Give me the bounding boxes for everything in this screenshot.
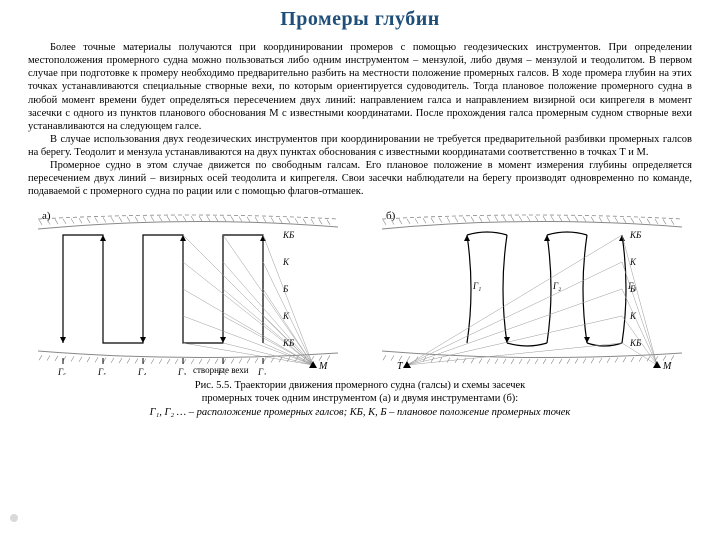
svg-text:б): б) <box>386 210 396 222</box>
paragraph-3: Промерное судно в этом случае движется п… <box>28 159 692 198</box>
caption-line-3: Г₁, Г₂ … – расположение промерных галсов… <box>28 406 692 420</box>
page-indicator-dot <box>10 514 18 522</box>
svg-text:К: К <box>282 311 290 321</box>
svg-text:Г₁: Г₁ <box>472 281 481 291</box>
svg-text:К: К <box>629 257 637 267</box>
caption-line-1: Рис. 5.5. Траектории движения промерного… <box>28 379 692 393</box>
svg-text:створные вехи: створные вехи <box>193 365 249 375</box>
body-text: Более точные материалы получаются при ко… <box>28 41 692 199</box>
paragraph-1: Более точные материалы получаются при ко… <box>28 41 692 133</box>
svg-text:Г₁: Г₁ <box>257 367 266 375</box>
caption-line-2: промерных точек одним инструментом (а) и… <box>28 392 692 406</box>
svg-text:Г₅: Г₅ <box>97 367 106 375</box>
paragraph-2: В случае использования двух геодезически… <box>28 133 692 159</box>
figure-block: а)КБКБККБГ₆Г₅Г₄Г₃Г₂Г₁створные вехиM б)Г₁… <box>28 205 692 420</box>
svg-text:КБ: КБ <box>282 338 295 348</box>
figure-panel-a: а)КБКБККБГ₆Г₅Г₄Г₃Г₂Г₁створные вехиM <box>28 205 348 375</box>
svg-text:Б: Б <box>629 284 636 294</box>
svg-text:КБ: КБ <box>629 338 642 348</box>
svg-text:К: К <box>282 257 290 267</box>
svg-text:К: К <box>629 311 637 321</box>
svg-text:M: M <box>318 361 328 372</box>
svg-text:Г₃: Г₃ <box>177 367 186 375</box>
svg-text:T: T <box>397 361 404 372</box>
svg-text:а): а) <box>42 210 51 222</box>
svg-text:Г₆: Г₆ <box>57 367 66 375</box>
svg-text:Б: Б <box>282 284 289 294</box>
svg-text:M: M <box>662 361 672 372</box>
page-title: Промеры глубин <box>28 8 692 31</box>
figure-pair: а)КБКБККБГ₆Г₅Г₄Г₃Г₂Г₁створные вехиM б)Г₁… <box>28 205 692 375</box>
svg-text:Г₄: Г₄ <box>137 367 146 375</box>
slide-page: Промеры глубин Более точные материалы по… <box>0 0 720 540</box>
svg-text:Г₂: Г₂ <box>552 281 561 291</box>
svg-text:КБ: КБ <box>282 230 295 240</box>
figure-panel-b: б)Г₁Г₂Г₃КБКБККБTM <box>372 205 692 375</box>
figure-caption: Рис. 5.5. Траектории движения промерного… <box>28 379 692 420</box>
svg-text:КБ: КБ <box>629 230 642 240</box>
